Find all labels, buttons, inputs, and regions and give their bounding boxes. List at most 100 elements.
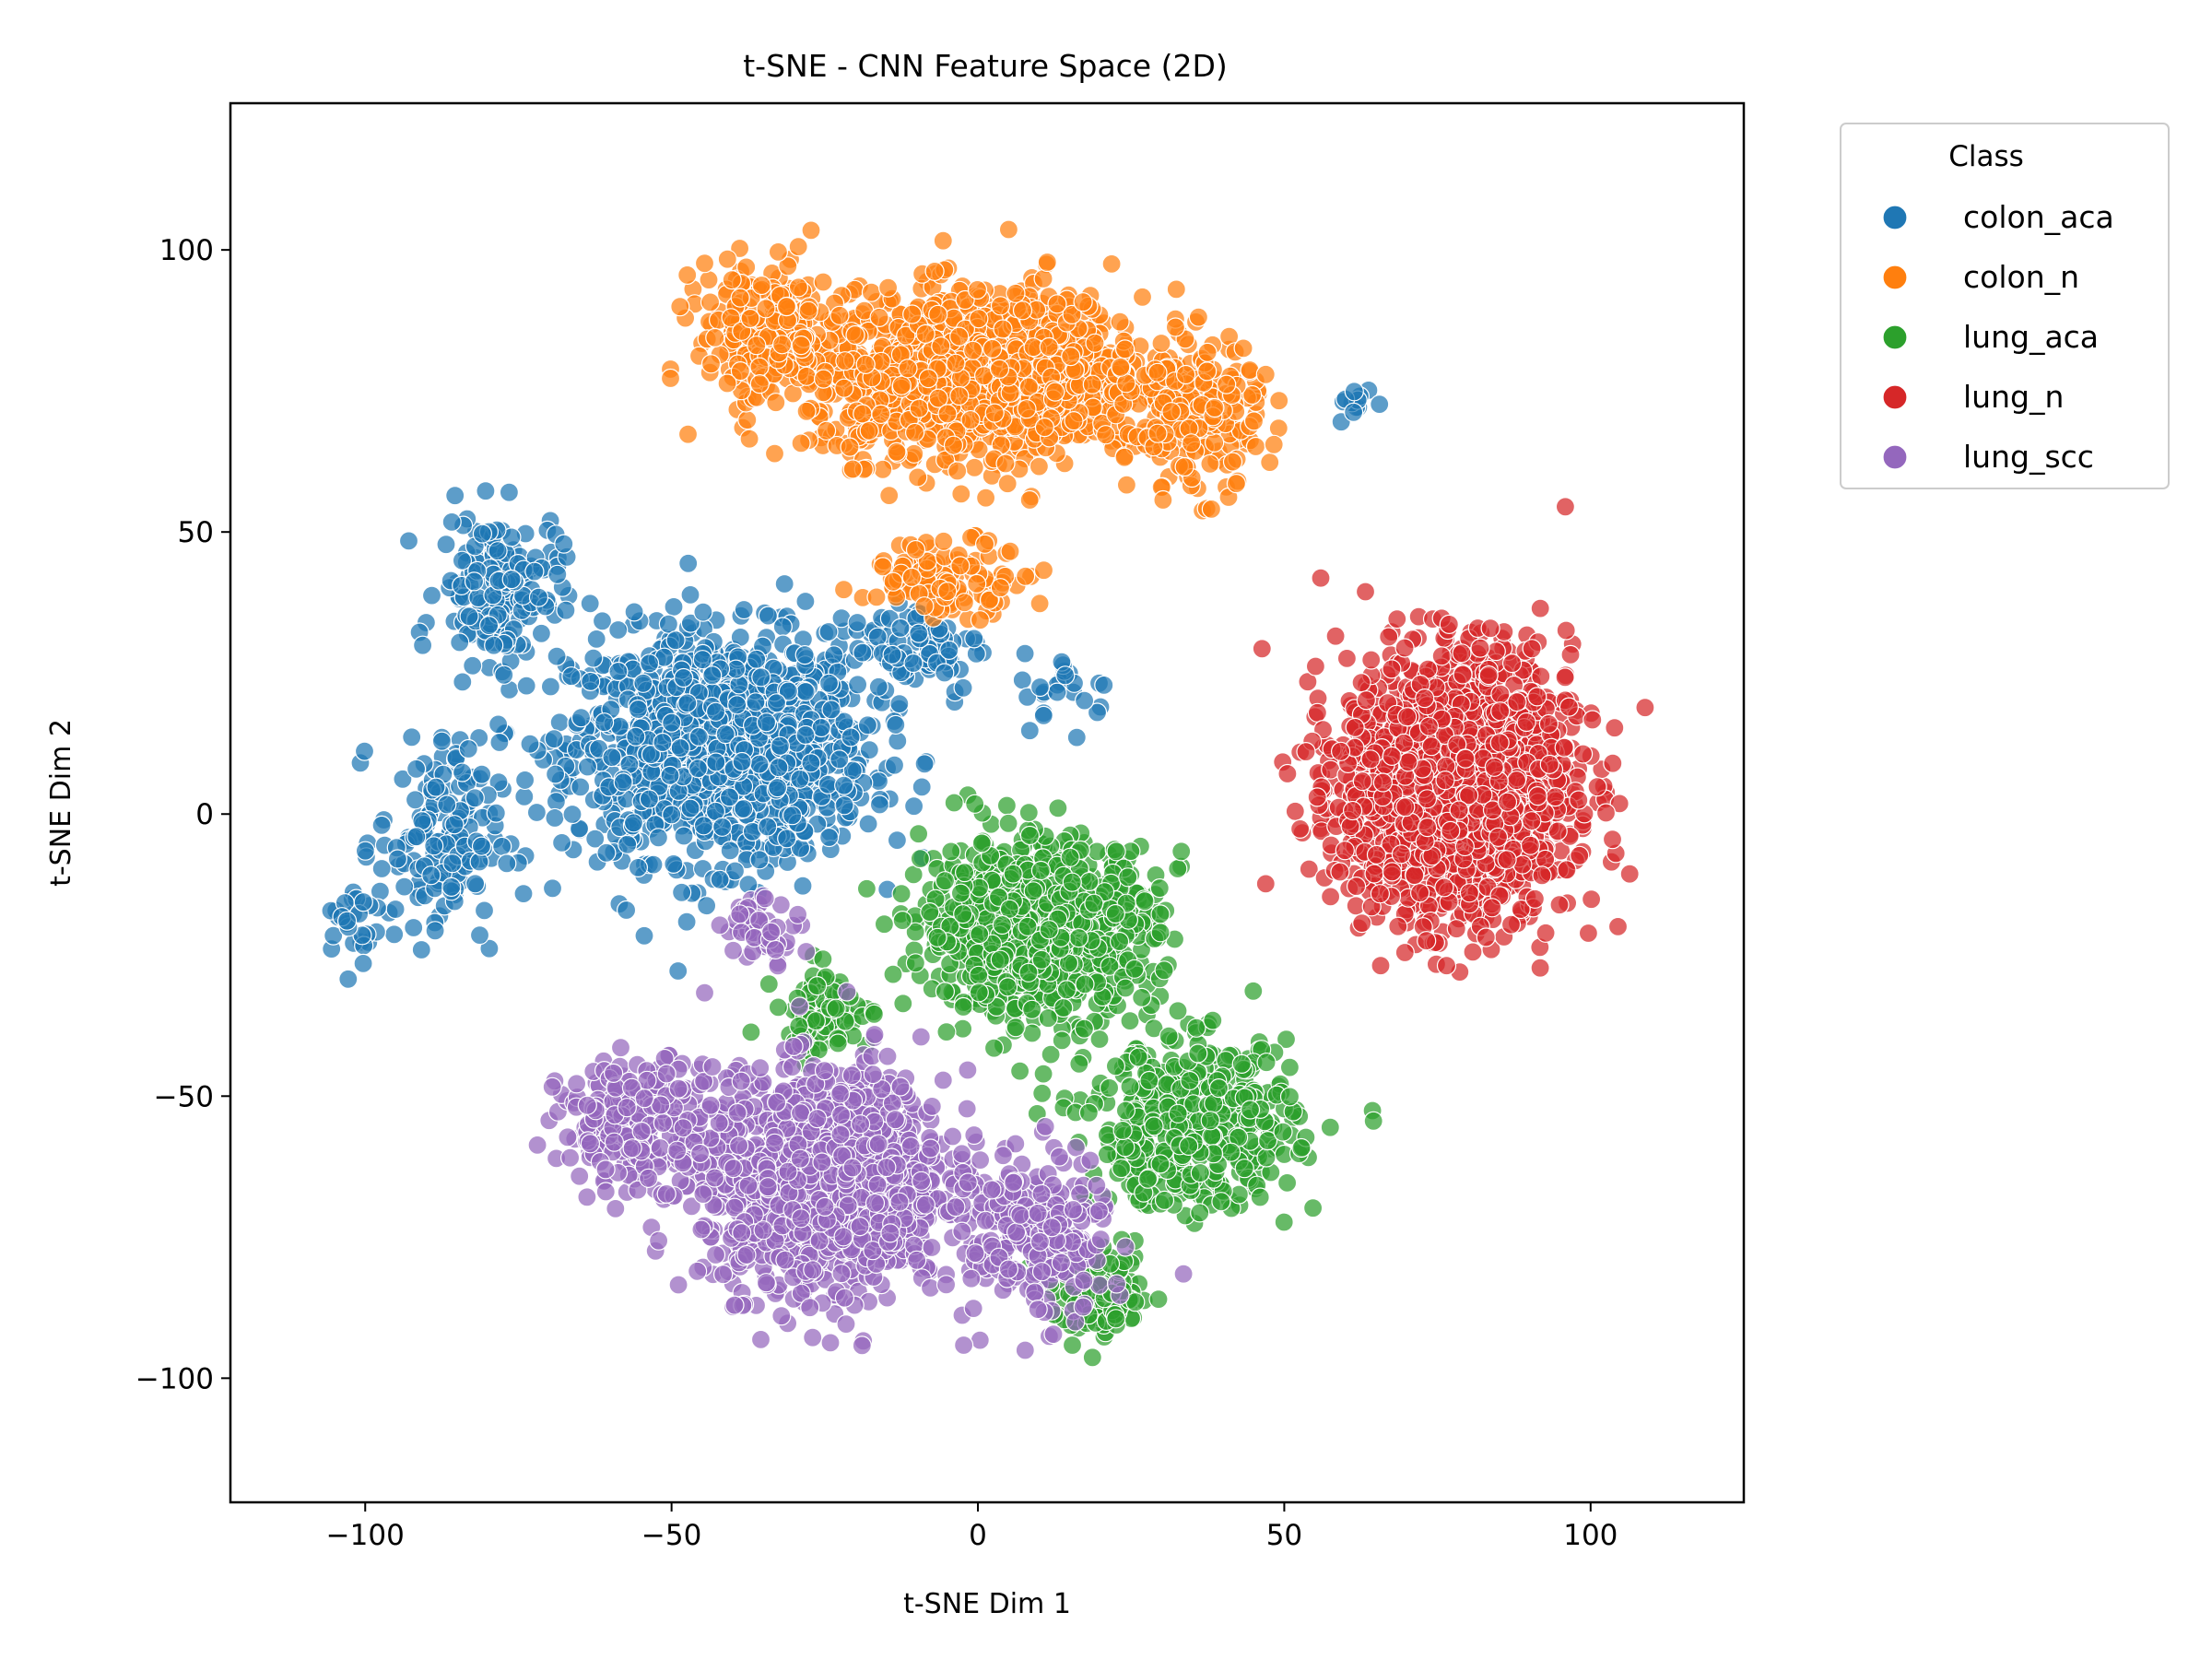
point-colon_n: [801, 220, 821, 241]
point-colon_aca: [747, 649, 767, 669]
point-colon_n: [1114, 447, 1135, 467]
point-lung_aca: [935, 871, 956, 891]
point-colon_n: [871, 404, 891, 424]
point-colon_n: [887, 441, 907, 462]
point-colon_aca: [497, 853, 517, 874]
point-colon_n: [974, 534, 995, 554]
point-colon_aca: [528, 587, 549, 607]
point-lung_aca: [1087, 841, 1107, 862]
point-colon_aca: [371, 858, 392, 879]
point-colon_aca: [772, 617, 793, 637]
point-colon_aca: [909, 623, 929, 643]
point-colon_aca: [818, 673, 840, 693]
point-colon_n: [705, 327, 725, 347]
point-colon_aca: [404, 917, 424, 938]
point-colon_n: [1245, 436, 1266, 457]
point-colon_aca: [680, 584, 700, 606]
point-colon_aca: [668, 960, 688, 982]
point-colon_aca: [436, 535, 456, 555]
point-colon_aca: [912, 777, 932, 797]
point-lung_aca: [874, 914, 895, 935]
point-colon_aca: [853, 642, 873, 663]
point-colon_n: [751, 275, 771, 296]
point-colon_n: [776, 297, 797, 317]
point-colon_aca: [674, 826, 694, 846]
point-colon_aca: [769, 758, 789, 778]
point-colon_aca: [1344, 382, 1364, 402]
point-lung_aca: [883, 964, 903, 984]
point-lung_aca: [1019, 825, 1041, 846]
point-colon_n: [700, 292, 721, 312]
point-colon_aca: [884, 755, 905, 775]
point-colon_aca: [766, 693, 787, 713]
point-colon_aca: [384, 924, 405, 945]
point-lung_aca: [1320, 1117, 1340, 1137]
point-colon_aca: [465, 788, 485, 808]
point-colon_n: [908, 467, 928, 488]
point-colon_aca: [793, 876, 813, 896]
point-colon_n: [946, 353, 966, 373]
point-colon_n: [909, 398, 929, 418]
point-colon_n: [931, 336, 951, 357]
point-colon_aca: [514, 770, 535, 791]
point-lung_aca: [1084, 893, 1104, 913]
point-colon_aca: [580, 594, 600, 614]
point-colon_n: [855, 354, 876, 374]
point-lung_aca: [908, 824, 929, 844]
point-colon_aca: [767, 777, 788, 798]
point-lung_aca: [1039, 920, 1059, 940]
point-colon_aca: [662, 805, 682, 825]
point-colon_n: [1255, 364, 1276, 384]
point-colon_aca: [444, 815, 465, 835]
point-colon_aca: [664, 596, 684, 618]
point-colon_n: [933, 230, 953, 251]
point-colon_n: [937, 581, 958, 602]
point-colon_n: [788, 237, 808, 257]
point-lung_aca: [990, 949, 1010, 970]
point-colon_aca: [394, 877, 415, 897]
point-colon_n: [990, 578, 1011, 598]
point-colon_n: [842, 459, 863, 479]
point-colon_aca: [665, 630, 686, 651]
point-colon_n: [1264, 434, 1284, 454]
point-colon_aca: [857, 715, 878, 735]
point-colon_aca: [710, 869, 730, 889]
point-colon_aca: [847, 675, 868, 695]
point-colon_aca: [431, 731, 452, 751]
point-colon_aca: [561, 666, 582, 687]
point-colon_aca: [653, 732, 673, 753]
point-colon_aca: [463, 655, 483, 676]
point-colon_aca: [406, 759, 427, 779]
point-colon_n: [813, 369, 834, 389]
point-colon_aca: [693, 816, 714, 836]
point-colon_n: [993, 319, 1013, 339]
point-colon_aca: [795, 681, 816, 702]
point-colon_aca: [774, 573, 794, 594]
point-colon_n: [1045, 382, 1065, 402]
point-lung_aca: [996, 795, 1018, 816]
point-colon_aca: [821, 700, 841, 720]
point-colon_n: [990, 296, 1011, 316]
point-colon_aca: [868, 677, 888, 697]
point-colon_aca: [623, 813, 644, 833]
point-colon_aca: [824, 645, 844, 665]
point-colon_aca: [469, 924, 490, 946]
point-colon_aca: [903, 653, 924, 674]
point-lung_aca: [965, 794, 985, 814]
point-colon_n: [1116, 475, 1137, 495]
point-colon_n: [830, 305, 850, 325]
point-lung_aca: [1033, 1064, 1053, 1084]
point-colon_aca: [673, 667, 694, 688]
point-colon_aca: [834, 795, 854, 816]
point-colon_n: [1047, 294, 1067, 314]
point-colon_n: [796, 401, 817, 421]
point-lung_aca: [1038, 1008, 1058, 1029]
point-colon_aca: [1074, 690, 1095, 711]
point-colon_n: [677, 265, 698, 285]
point-colon_n: [1165, 317, 1186, 337]
point-colon_n: [1017, 399, 1037, 419]
point-colon_n: [954, 593, 975, 613]
point-colon_aca: [890, 618, 911, 639]
point-colon_n: [1064, 411, 1084, 431]
point-colon_n: [1153, 489, 1173, 511]
